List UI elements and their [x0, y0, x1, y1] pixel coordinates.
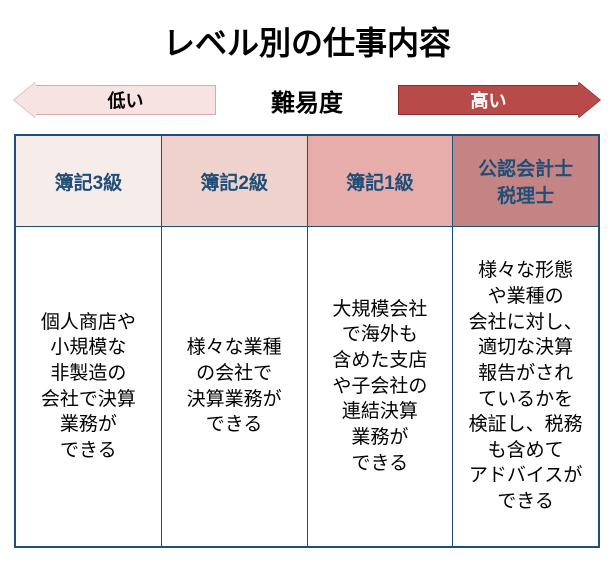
header-cell: 簿記3級 — [16, 136, 161, 226]
arrow-left-tip — [14, 82, 36, 118]
header-cell: 簿記2級 — [161, 136, 307, 226]
difficulty-label: 難易度 — [271, 83, 343, 118]
header-cell: 公認会計士 税理士 — [452, 136, 598, 226]
high-arrow: 高い — [398, 82, 600, 118]
header-cell: 簿記1級 — [307, 136, 453, 226]
body-cell: 大規模会社 で海外も 含めた支店 や子会社の 連結決算 業務が できる — [307, 226, 453, 546]
low-label: 低い — [36, 85, 216, 115]
table-header-row: 簿記3級 簿記2級 簿記1級 公認会計士 税理士 — [16, 136, 598, 226]
arrow-right-tip — [578, 82, 600, 118]
body-cell: 様々な業種 の会社で 決算業務が できる — [161, 226, 307, 546]
body-cell: 様々な形態 や業種の 会社に対し、 適切な決算 報告がされ ているかを 検証し、… — [452, 226, 598, 546]
high-label: 高い — [398, 85, 578, 115]
low-arrow: 低い — [14, 82, 216, 118]
difficulty-scale: 低い 難易度 高い — [0, 74, 614, 126]
table-body-row: 個人商店や 小規模な 非製造の 会社で決算 業務が できる 様々な業種 の会社で… — [16, 226, 598, 546]
levels-table: 簿記3級 簿記2級 簿記1級 公認会計士 税理士 個人商店や 小規模な 非製造の… — [14, 134, 600, 548]
body-cell: 個人商店や 小規模な 非製造の 会社で決算 業務が できる — [16, 226, 161, 546]
page-title: レベル別の仕事内容 — [0, 0, 614, 74]
